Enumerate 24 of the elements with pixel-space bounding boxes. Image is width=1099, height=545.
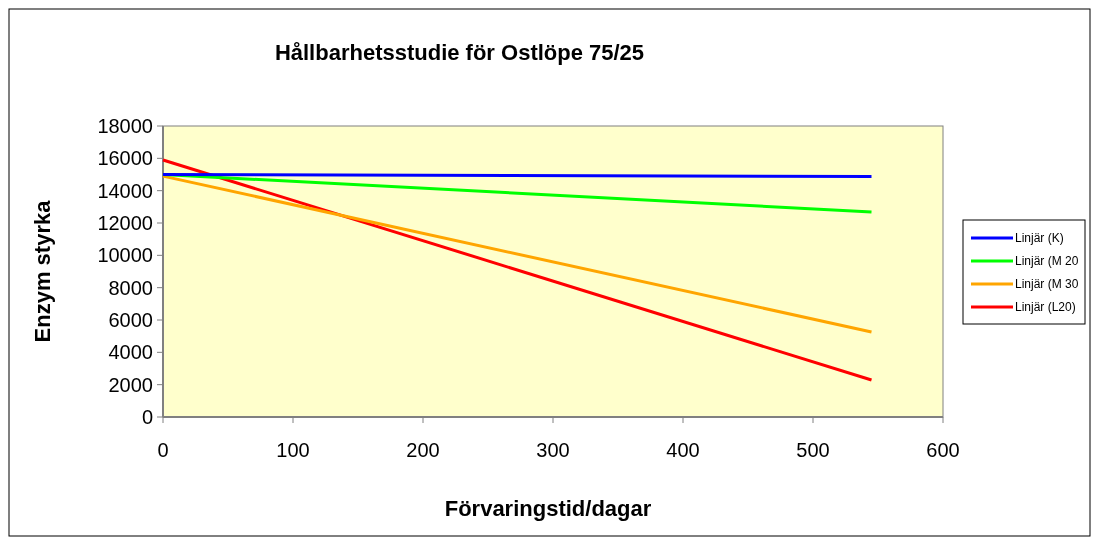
- x-tick-label: 200: [406, 439, 440, 461]
- y-tick-label: 12000: [97, 212, 153, 234]
- x-tick-label: 600: [926, 439, 960, 461]
- y-tick-label: 6000: [108, 309, 153, 331]
- y-tick-label: 2000: [108, 373, 153, 396]
- x-tick-label: 300: [536, 439, 570, 461]
- y-tick-label: 10000: [97, 244, 153, 267]
- x-tick-label: 500: [796, 439, 830, 461]
- y-tick-label: 8000: [108, 276, 153, 299]
- x-axis-title: Förvaringstid/dagar: [444, 496, 652, 521]
- legend-label: Linjär (M 30: [1015, 277, 1079, 292]
- legend-label: Linjär (M 20: [1015, 254, 1079, 269]
- y-tick-label: 18000: [97, 115, 153, 137]
- x-tick-label: 0: [157, 439, 169, 461]
- x-tick-label: 400: [666, 439, 700, 461]
- y-tick-label: 0: [141, 406, 153, 428]
- y-tick-label: 4000: [108, 341, 153, 364]
- x-tick-label: 100: [276, 439, 310, 461]
- y-tick-label: 16000: [97, 147, 153, 170]
- y-axis-title: Enzym styrka: [30, 199, 55, 343]
- chart-title: Hållbarhetsstudie för Ostlöpe 75/25: [274, 40, 645, 65]
- legend-label: Linjär (K): [1015, 231, 1064, 246]
- y-tick-label: 14000: [97, 179, 153, 202]
- legend-label: Linjär (L20): [1015, 300, 1076, 315]
